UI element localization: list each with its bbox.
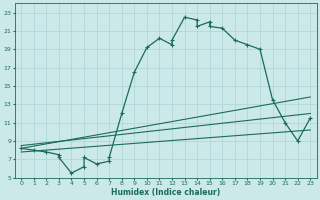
X-axis label: Humidex (Indice chaleur): Humidex (Indice chaleur) (111, 188, 220, 197)
